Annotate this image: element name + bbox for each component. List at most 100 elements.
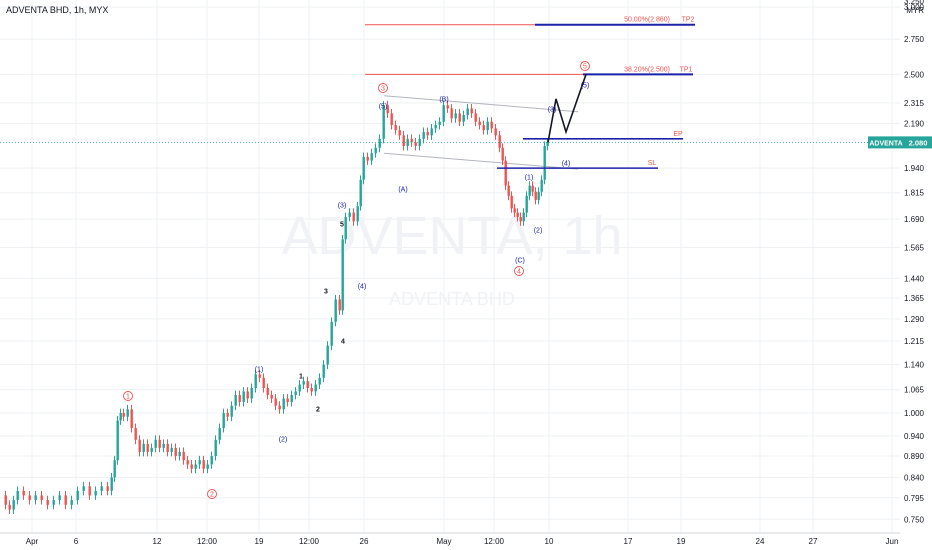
candle-body [504, 160, 507, 186]
y-tick-label: 1.215 [904, 337, 925, 346]
candle-body [210, 456, 213, 465]
x-tick-label: 10 [545, 537, 554, 546]
candle-body [310, 388, 313, 392]
y-tick-label: 2.500 [904, 70, 925, 79]
candle-body [28, 495, 31, 501]
wave-label: (1) [525, 175, 534, 182]
y-tick-label: 1.365 [904, 294, 925, 303]
y-tick-label: 1.290 [904, 315, 925, 324]
wave-label: (3) [548, 107, 557, 114]
candle-body [341, 239, 344, 311]
candle-body [362, 156, 365, 180]
wave-circle [378, 83, 388, 93]
candle-body [230, 405, 233, 417]
candle-body [446, 105, 449, 109]
wave-label: 1 [299, 374, 303, 381]
tp2-pct-label: 50.00%(2.860) [624, 17, 670, 24]
y-tick-label: 1.140 [904, 361, 925, 370]
y-tick-label: 1.440 [904, 274, 925, 283]
candle-body [158, 439, 161, 448]
wave-label: 1 [126, 394, 130, 401]
candle-body [382, 105, 385, 139]
candle-body [326, 345, 329, 365]
candle-body [374, 147, 377, 154]
channel-upper-line [383, 95, 579, 113]
candle-body [162, 443, 165, 448]
candle-body [94, 490, 97, 496]
symbol-badge [868, 136, 904, 149]
candle-body [22, 490, 25, 496]
candle-body [490, 121, 493, 129]
candle-body [494, 128, 497, 136]
candle-body [466, 108, 469, 116]
candle-body [438, 121, 441, 126]
candle-body [356, 206, 359, 222]
candle-body [206, 464, 209, 469]
x-tick-label: Jun [886, 537, 899, 546]
tp2-tag: TP2 [682, 17, 695, 24]
candle-body [126, 409, 129, 417]
candle-body [82, 486, 85, 491]
candle-body [522, 212, 525, 222]
x-tick-label: 19 [255, 537, 264, 546]
y-tick-label: 0.940 [904, 432, 925, 441]
candle-body [262, 377, 265, 389]
wave-label: 3 [324, 289, 328, 296]
candle-body [338, 299, 341, 311]
candle-body [414, 142, 417, 146]
candle-body [242, 391, 245, 403]
candle-body [290, 394, 293, 403]
candle-body [406, 138, 409, 146]
wave-label: 4 [341, 339, 345, 346]
candle-body [531, 185, 534, 192]
wave-label: (1) [255, 367, 264, 374]
y-tick-label: 1.565 [904, 244, 925, 253]
candle-body [119, 413, 122, 421]
candle-body [306, 381, 309, 389]
tp1-tag: TP1 [680, 66, 693, 73]
y-tick-label: 1.690 [904, 215, 925, 224]
candle-body [274, 398, 277, 406]
y-tick-label: 3.250 [904, 0, 925, 6]
wave-label: 5 [583, 64, 587, 71]
candle-body [130, 409, 133, 429]
candle-body [386, 105, 389, 114]
wave-label: (3) [338, 203, 347, 210]
candle-body [474, 113, 477, 122]
candle-body [226, 413, 229, 417]
candle-body [234, 394, 237, 406]
wave-circle [123, 391, 133, 401]
candle-body [430, 128, 433, 136]
wave-label: 3 [381, 86, 385, 93]
candle-body [525, 195, 528, 213]
candle-body [266, 388, 269, 395]
candle-body [186, 460, 189, 465]
candle-body [178, 451, 181, 457]
candle-body [543, 145, 546, 180]
candle-body [510, 195, 513, 209]
candle-body [246, 391, 249, 399]
candle-body [344, 216, 347, 240]
y-tick-label: 2.750 [904, 35, 925, 44]
y-tick-label: 0.840 [904, 473, 925, 482]
chart-title: ADVENTA BHD, 1h, MYX [6, 5, 109, 15]
candle-body [294, 391, 297, 395]
candle-body [174, 447, 177, 457]
candle-body [528, 185, 531, 196]
wave-label: (4) [358, 284, 367, 291]
candle-body [52, 500, 55, 505]
wave-label: 5 [340, 222, 344, 229]
candle-body [166, 443, 169, 452]
tp1-pct-label: 38.20%(2.500) [624, 66, 670, 73]
y-tick-label: 1.000 [904, 409, 925, 418]
watermark-name: ADVENTA BHD [389, 289, 515, 309]
x-tick-label: 12 [153, 537, 162, 546]
candle-body [194, 464, 197, 469]
candle-body [214, 439, 217, 457]
x-tick-label: 17 [624, 537, 633, 546]
candle-body [218, 428, 221, 440]
candle-body [16, 490, 19, 501]
candle-body [190, 464, 193, 469]
wave-label: 4 [517, 269, 521, 276]
